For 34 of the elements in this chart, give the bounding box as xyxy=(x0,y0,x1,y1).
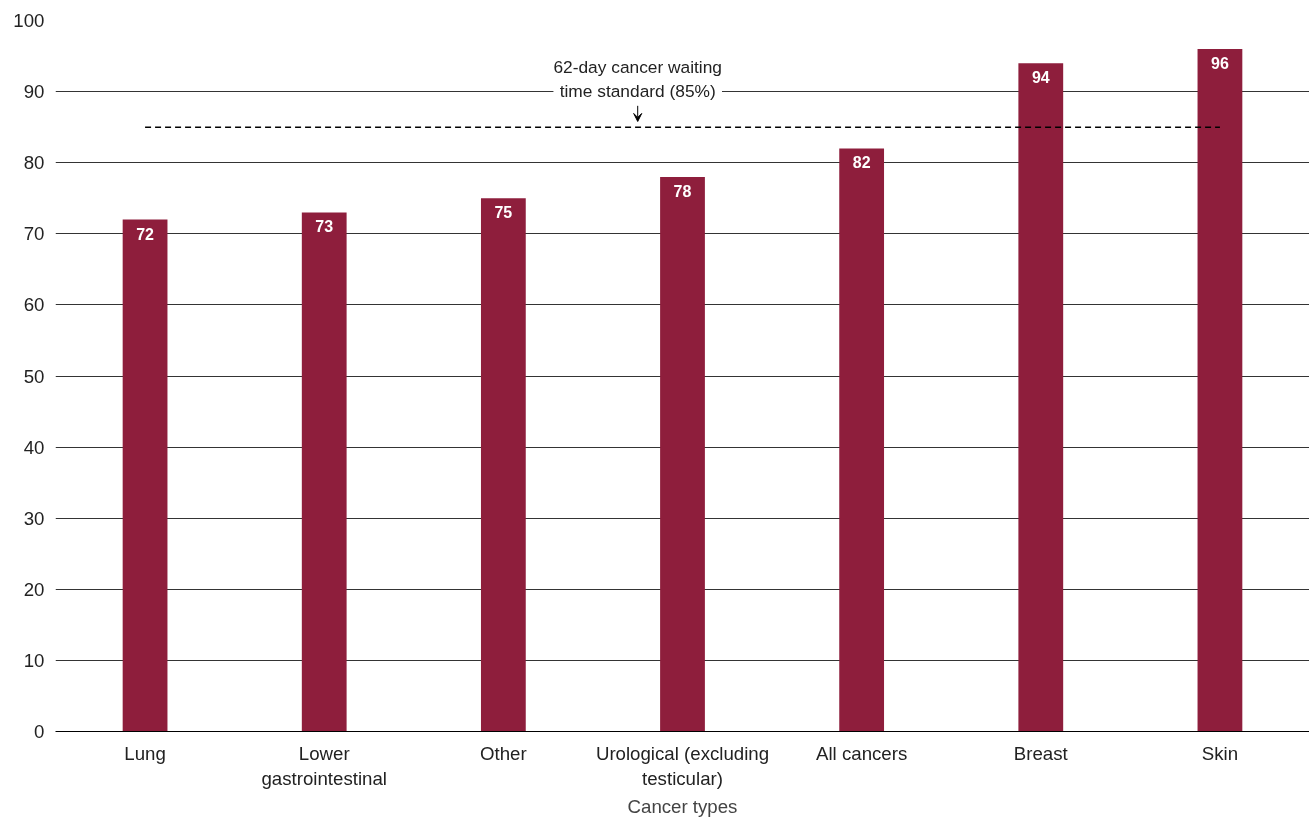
data-label: 75 xyxy=(494,204,513,222)
x-tick-label: All cancers xyxy=(816,742,908,764)
x-tick-label: Breast xyxy=(1013,742,1069,764)
data-label: 72 xyxy=(136,225,155,243)
y-tick-label: 40 xyxy=(23,436,45,458)
bar xyxy=(1197,48,1243,732)
bar xyxy=(1018,63,1064,732)
x-axis-title: Cancer types xyxy=(627,795,738,817)
x-tick-label: Lower gastrointestinal xyxy=(261,742,387,789)
data-label: 82 xyxy=(852,154,871,172)
data-label: 78 xyxy=(673,182,692,200)
bar xyxy=(480,198,526,732)
y-tick-label: 30 xyxy=(23,507,45,529)
bar xyxy=(301,212,347,732)
x-tick-label: Other xyxy=(480,742,527,764)
data-label: 94 xyxy=(1031,69,1050,87)
bar xyxy=(660,176,705,732)
x-tick-label: Lung xyxy=(124,742,166,764)
data-label: 96 xyxy=(1211,54,1229,72)
y-tick-label: 50 xyxy=(23,365,45,387)
ref-line-label: 62-day cancer waiting time standard (85%) xyxy=(553,57,722,102)
y-tick-label: 10 xyxy=(23,649,45,671)
y-tick-label: 80 xyxy=(23,152,45,174)
bar xyxy=(839,148,885,732)
y-tick-label: 70 xyxy=(23,223,45,245)
x-tick-label: Urological (excluding testicular) xyxy=(595,742,770,789)
x-tick-label: Skin xyxy=(1201,742,1239,764)
y-tick-label: 100 xyxy=(13,10,45,31)
y-tick-label: 90 xyxy=(23,81,45,103)
data-label: 73 xyxy=(315,218,334,236)
y-tick-label: 0 xyxy=(34,721,45,742)
y-tick-label: 60 xyxy=(23,294,45,316)
y-tick-label: 20 xyxy=(23,578,45,600)
bar xyxy=(122,219,168,732)
